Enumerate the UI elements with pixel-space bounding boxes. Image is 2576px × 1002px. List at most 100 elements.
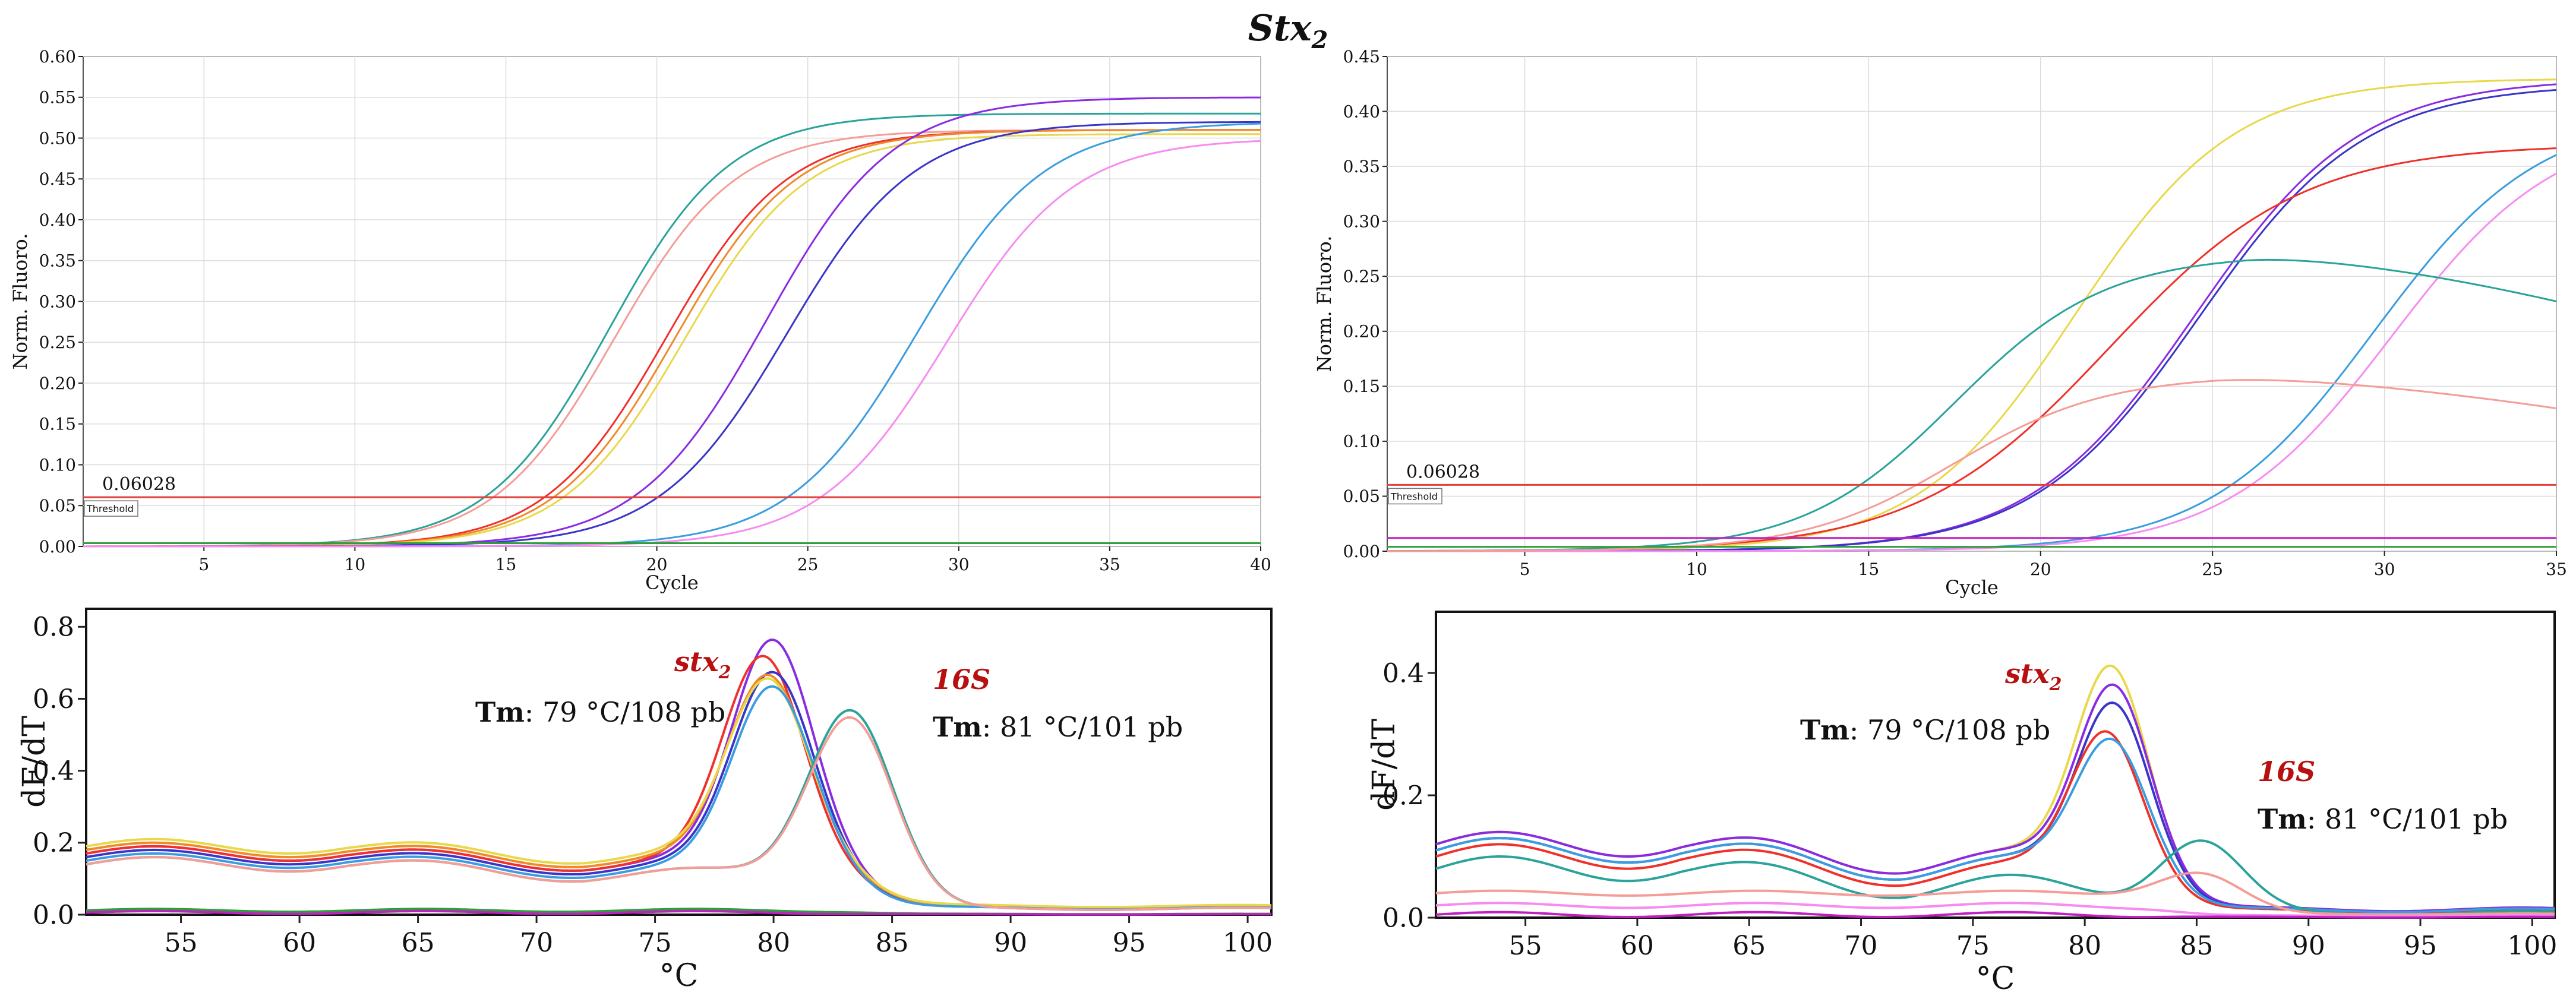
y-tick-label: 0.15 xyxy=(39,415,76,434)
amp-left-chart: 0.00 0.05 0.10 0.15 0.20 0.25 0.30 0.35 0.40 0.45… xyxy=(9,47,1271,594)
y-tick-label: 0.25 xyxy=(39,333,76,352)
y-tick-label: 0.35 xyxy=(39,251,76,271)
x-tick-label: 70 xyxy=(1845,931,1878,961)
x-axis-label: Cycle xyxy=(645,571,699,594)
x-axis-label: °C xyxy=(659,958,699,994)
x-tick-label: 55 xyxy=(1509,931,1542,961)
series-line-salmon xyxy=(86,716,1272,911)
x-tick-label: 60 xyxy=(1621,931,1654,961)
annotation-gene-label: 16S xyxy=(933,663,990,696)
x-tick-label: 65 xyxy=(1732,931,1766,961)
threshold-tag-label: Threshold xyxy=(1390,491,1438,502)
y-axis-label: dF/dT xyxy=(17,716,52,808)
x-tick-label: 95 xyxy=(2404,931,2437,961)
threshold-tag-label: Threshold xyxy=(86,503,134,514)
x-tick-label: 40 xyxy=(1250,555,1271,574)
threshold-tag-box xyxy=(84,500,138,517)
y-tick-label: 0.40 xyxy=(39,210,76,230)
y-tick-label: 0.45 xyxy=(39,169,76,189)
x-axis-label: Cycle xyxy=(1945,576,1999,599)
y-tick-label: 0.45 xyxy=(1343,47,1380,67)
x-tick-label: 55 xyxy=(165,928,198,958)
x-tick-label: 15 xyxy=(495,555,517,574)
y-tick-label: 0.25 xyxy=(1343,267,1380,286)
threshold-value-label: 0.06028 xyxy=(1406,462,1480,482)
amp-right-chart: 0.00 0.05 0.10 0.15 0.20 0.25 0.30 0.35 0.40 0.45… xyxy=(1313,47,2567,599)
x-tick-label: 90 xyxy=(994,928,1027,958)
y-axis-label: Norm. Fluoro. xyxy=(1313,236,1336,372)
y-tick-label: 0.55 xyxy=(39,88,76,108)
y-tick-label: 0.05 xyxy=(1343,486,1380,506)
threshold-tag-box xyxy=(1388,488,1442,505)
y-tick-label: 0.10 xyxy=(39,455,76,475)
y-tick-label: 0.60 xyxy=(39,47,76,67)
annotation-tm-label: Tm: 81 °C/101 pb xyxy=(933,711,1183,743)
x-tick-label: 95 xyxy=(1113,928,1146,958)
y-tick-label: 0.15 xyxy=(1343,377,1380,396)
series-line-pink xyxy=(1435,902,2555,918)
x-tick-label: 35 xyxy=(1099,555,1120,574)
y-axis-label: Norm. Fluoro. xyxy=(9,233,31,370)
y-tick-label: 0.2 xyxy=(33,828,74,858)
x-tick-label: 25 xyxy=(797,555,819,574)
x-tick-label: 65 xyxy=(402,928,435,958)
y-axis-label: dF/dT xyxy=(1366,719,1402,811)
x-tick-label: 100 xyxy=(1223,928,1273,958)
y-tick-label: 0.10 xyxy=(1343,432,1380,451)
x-tick-label: 100 xyxy=(2507,931,2557,961)
x-tick-label: 75 xyxy=(639,928,672,958)
y-tick-label: 0.30 xyxy=(1343,211,1380,231)
annotation-gene-label: stx2 xyxy=(2004,658,2062,695)
series-line-yellow xyxy=(86,677,1272,909)
y-tick-label: 0.0 xyxy=(1382,903,1424,933)
x-tick-label: 20 xyxy=(2030,560,2051,579)
y-tick-label: 0.4 xyxy=(1382,658,1424,688)
x-tick-label: 80 xyxy=(2068,931,2101,961)
y-tick-label: 0.20 xyxy=(1343,322,1380,342)
y-tick-label: 0.05 xyxy=(39,496,76,516)
series-line-pink xyxy=(1387,172,2557,552)
annotation-tm-label: Tm: 81 °C/101 pb xyxy=(2258,803,2508,835)
x-tick-label: 35 xyxy=(2546,560,2567,579)
x-tick-label: 25 xyxy=(2202,560,2223,579)
y-tick-label: 0.40 xyxy=(1343,102,1380,121)
series-line-salmon xyxy=(1387,379,2557,552)
y-tick-label: 0.35 xyxy=(1343,157,1380,176)
x-tick-label: 70 xyxy=(520,928,553,958)
annotation-tm-label: Tm: 79 °C/108 pb xyxy=(475,696,725,728)
x-tick-label: 10 xyxy=(1686,560,1707,579)
y-tick-label: 0.00 xyxy=(1343,542,1380,561)
y-tick-label: 0.0 xyxy=(33,900,74,930)
x-tick-label: 85 xyxy=(2180,931,2213,961)
x-tick-label: 5 xyxy=(198,555,209,574)
y-tick-label: 0.6 xyxy=(33,684,74,715)
melt-right-chart: 0.0 0.2 0.4 55 60 65 70 75 80 85 90 95 100 °C dF/dT stx… xyxy=(1366,611,2557,997)
x-tick-label: 85 xyxy=(876,928,909,958)
x-tick-label: 30 xyxy=(948,555,970,574)
x-tick-label: 90 xyxy=(2292,931,2325,961)
figure-title: Stx2 xyxy=(1248,8,1328,54)
y-tick-label: 0.4 xyxy=(33,756,74,786)
y-tick-label: 0.20 xyxy=(39,374,76,393)
y-tick-label: 0.30 xyxy=(39,292,76,311)
y-tick-label: 0.8 xyxy=(33,612,74,643)
annotation-gene-label: 16S xyxy=(2258,756,2315,788)
x-tick-label: 20 xyxy=(646,555,668,574)
plot-frame xyxy=(1435,611,2556,919)
y-tick-label: 0.50 xyxy=(39,128,76,148)
x-tick-label: 80 xyxy=(757,928,790,958)
y-tick-label: 0.2 xyxy=(1382,780,1424,811)
x-tick-label: 5 xyxy=(1520,560,1530,579)
x-tick-label: 60 xyxy=(283,928,316,958)
y-tick-label: 0.00 xyxy=(39,537,76,557)
series-line-magenta xyxy=(1435,911,2555,919)
x-tick-label: 75 xyxy=(1956,931,1990,961)
x-tick-label: 15 xyxy=(1858,560,1880,579)
series-line-blue xyxy=(1435,737,2555,914)
x-tick-label: 10 xyxy=(345,555,366,574)
series-line-salmon xyxy=(1435,871,2555,916)
series-line-pink xyxy=(83,140,1261,548)
melt-left-chart: 0.0 0.2 0.4 0.6 0.8 55 60 65 70 75 80 85 90 95 100 °C dF… xyxy=(17,608,1273,994)
threshold-value-label: 0.06028 xyxy=(102,474,176,495)
